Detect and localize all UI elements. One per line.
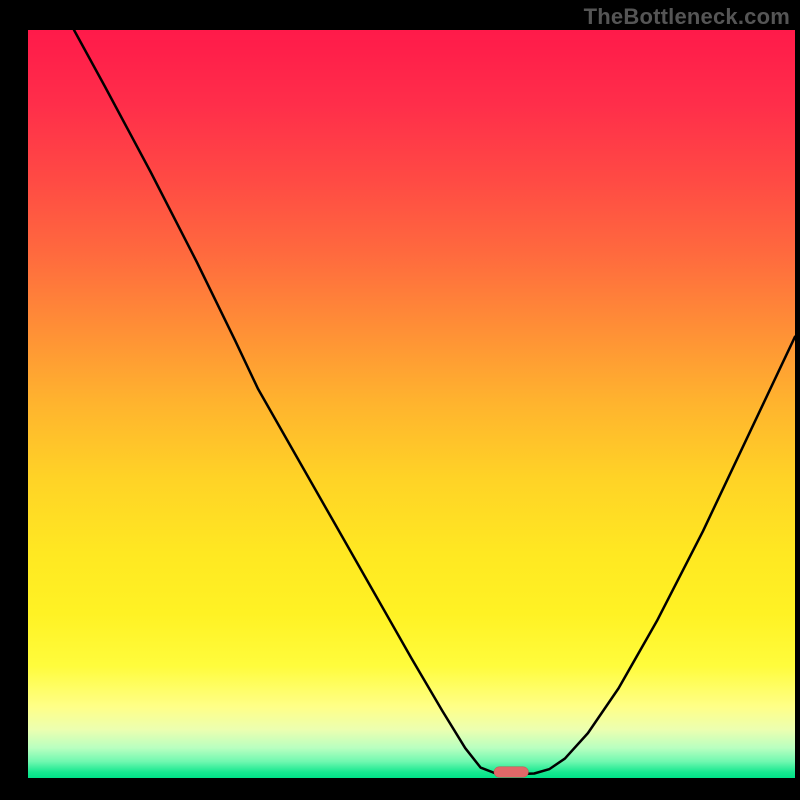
chart-background bbox=[28, 30, 795, 778]
optimum-marker bbox=[494, 767, 529, 777]
chart-plot-area bbox=[28, 30, 795, 778]
watermark-text: TheBottleneck.com bbox=[584, 4, 790, 30]
chart-svg bbox=[28, 30, 795, 778]
